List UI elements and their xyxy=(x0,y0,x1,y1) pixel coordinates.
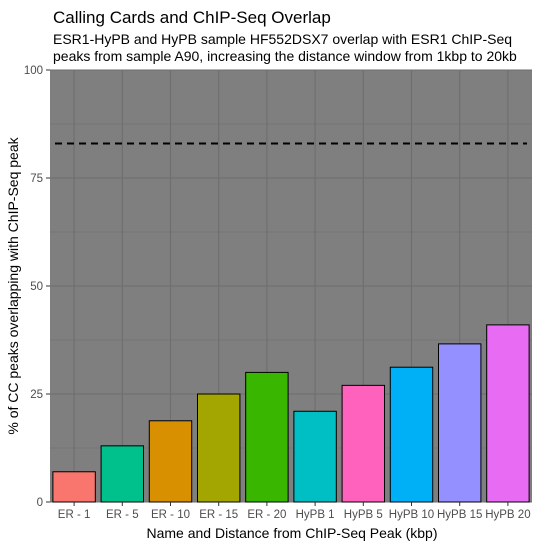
y-tick-label: 0 xyxy=(37,497,43,509)
x-tick-label: ER - 15 xyxy=(199,509,238,521)
x-tick-label: HyPB 20 xyxy=(485,509,530,521)
x-tick-label: HyPB 15 xyxy=(437,509,482,521)
chart-subtitle-line-2: peaks from sample A90, increasing the di… xyxy=(53,48,517,64)
bar-er-1 xyxy=(52,471,96,503)
y-tick-label: 100 xyxy=(24,65,43,77)
bar-er-5 xyxy=(100,445,145,503)
x-tick-label: ER - 1 xyxy=(58,509,91,521)
x-tick-label: HyPB 1 xyxy=(296,509,335,521)
x-tick-label: HyPB 10 xyxy=(389,509,434,521)
chart-title: Calling Cards and ChIP-Seq Overlap xyxy=(53,8,331,27)
bar-hypb-10 xyxy=(389,366,434,503)
bar-hypb-20 xyxy=(486,324,530,503)
y-axis-title: % of CC peaks overlapping with ChIP-Seq … xyxy=(5,136,21,434)
y-tick-label: 50 xyxy=(30,281,43,293)
axes: 0 25 50 75 100 ER - 1 ER - 5 ER - 10 ER - 15 ER -… xyxy=(24,65,531,521)
x-tick-label: ER - 5 xyxy=(106,509,139,521)
x-tick-label: ER - 20 xyxy=(247,509,286,521)
x-tick-label: HyPB 5 xyxy=(344,509,383,521)
bar-er-15 xyxy=(196,393,241,503)
y-tick-label: 75 xyxy=(30,173,43,185)
bar-hypb-1 xyxy=(293,410,337,503)
bar-hypb-5 xyxy=(341,384,386,503)
bar-er-10 xyxy=(148,420,193,503)
chart-subtitle-line-1: ESR1-HyPB and HyPB sample HF552DSX7 over… xyxy=(53,31,512,47)
x-axis-title: Name and Distance from ChIP-Seq Peak (kb… xyxy=(146,525,437,541)
bar-er-20 xyxy=(245,371,289,503)
bar-hypb-15 xyxy=(437,343,482,503)
x-tick-label: ER - 10 xyxy=(151,509,190,521)
bars xyxy=(52,324,530,503)
y-tick-label: 25 xyxy=(30,389,43,401)
